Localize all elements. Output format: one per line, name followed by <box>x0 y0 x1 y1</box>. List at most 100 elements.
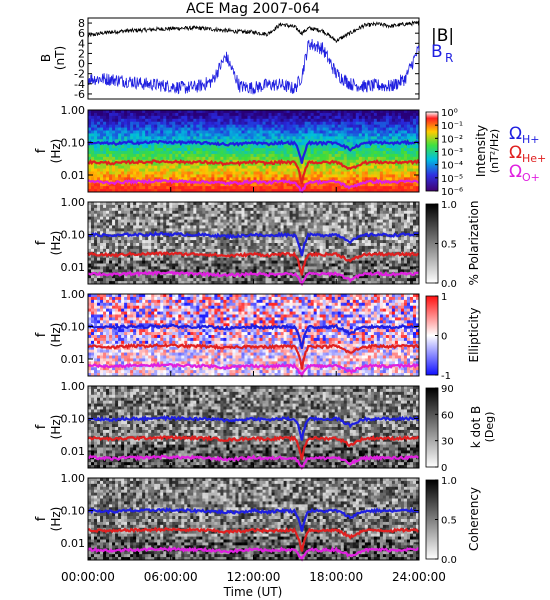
spectrogram-cell <box>367 112 372 117</box>
spectrogram-cell <box>274 225 278 229</box>
spectrogram-cell <box>274 275 278 279</box>
spectrogram-cell <box>409 124 414 128</box>
spectrogram-cell <box>253 219 257 223</box>
spectrogram-cell <box>187 177 191 181</box>
spectrogram-cell <box>280 202 284 206</box>
spectrogram-cell <box>151 110 155 114</box>
spectrogram-cell <box>352 171 357 175</box>
spectrogram-cell <box>127 115 131 120</box>
spectrogram-cell <box>148 174 152 178</box>
spectrogram-cell <box>133 204 137 209</box>
spectrogram-cell <box>193 136 197 140</box>
spectrogram-cell <box>166 225 170 229</box>
spectrogram-cell <box>103 183 107 187</box>
spectrogram-cell <box>223 156 227 161</box>
spectrogram-cell <box>172 216 176 220</box>
spectrogram-cell <box>343 156 348 161</box>
spectrogram-cell <box>166 171 170 175</box>
spectrogram-cell <box>250 231 254 235</box>
spectrogram-cell <box>322 130 327 134</box>
spectrogram-cell <box>172 202 176 206</box>
spectrogram-cell <box>193 257 197 261</box>
spectrogram-cell <box>346 124 351 128</box>
spectrogram-cell <box>193 183 197 187</box>
spectrogram-cell <box>259 112 263 117</box>
spectrogram-cell <box>169 174 173 178</box>
spectrogram-cell <box>118 171 122 175</box>
spectrogram-cell <box>367 186 372 190</box>
spectrogram-cell <box>169 162 173 167</box>
spectrogram-cell <box>133 245 137 250</box>
spectrogram-cell <box>226 127 230 131</box>
spectrogram-cell <box>286 136 291 140</box>
spectrogram-cell <box>235 139 239 143</box>
spectrogram-cell <box>352 168 357 172</box>
spectrogram-cell <box>145 112 149 117</box>
spectrogram-cell <box>292 127 297 131</box>
spectrogram-cell <box>217 251 221 256</box>
spectrogram-cell <box>118 124 122 128</box>
spectrogram-cell <box>253 156 257 161</box>
spectrogram-cell <box>106 216 110 220</box>
spectrogram-cell <box>91 189 95 193</box>
spectrogram-cell <box>205 130 209 134</box>
spectrogram-cell <box>232 186 236 190</box>
spectrogram-cell <box>199 225 203 229</box>
spectrogram-cell <box>370 171 375 175</box>
spectrogram-cell <box>241 260 245 264</box>
spectrogram-cell <box>178 248 182 253</box>
spectrogram-cell <box>199 145 203 149</box>
spectrogram-cell <box>349 159 354 164</box>
spectrogram-cell <box>244 189 248 193</box>
spectrogram-cell <box>226 210 230 215</box>
spectrogram-cell <box>214 165 218 169</box>
spectrogram-cell <box>364 112 369 117</box>
spectrogram-cell <box>304 130 309 134</box>
spectrogram-cell <box>145 145 149 149</box>
spectrogram-cell <box>109 275 113 279</box>
spectrogram-cell <box>289 130 294 134</box>
spectrogram-cell <box>124 234 128 238</box>
spectrogram-cell <box>145 168 149 172</box>
spectrogram-cell <box>409 156 414 161</box>
spectrogram-cell <box>277 269 281 273</box>
spectrogram-cell <box>142 216 146 220</box>
spectrogram-cell <box>220 110 224 114</box>
spectrogram-cell <box>358 174 363 178</box>
spectrogram-cell <box>136 124 140 128</box>
spectrogram-cell <box>394 148 399 152</box>
spectrogram-cell <box>238 260 242 264</box>
spectrogram-cell <box>115 153 119 158</box>
spectrogram-cell <box>349 177 354 181</box>
spectrogram-cell <box>394 183 399 187</box>
spectrogram-cell <box>304 189 309 193</box>
spectrogram-cell <box>238 151 242 155</box>
spectrogram-cell <box>142 124 146 128</box>
spectrogram-cell <box>133 174 137 178</box>
spectrogram-cell <box>307 148 312 152</box>
spectrogram-cell <box>124 243 128 247</box>
spectrogram-cell <box>376 115 381 120</box>
spectrogram-cell <box>196 254 200 259</box>
spectrogram-cell <box>163 174 167 178</box>
spectrogram-cell <box>193 269 197 273</box>
spectrogram-cell <box>361 177 366 181</box>
spectrogram-cell <box>154 213 158 218</box>
spectrogram-cell <box>229 189 233 193</box>
spectrogram-cell <box>331 162 336 167</box>
spectrogram-cell <box>247 133 251 137</box>
spectrogram-cell <box>154 202 158 206</box>
spectrogram-cell <box>406 133 411 137</box>
spectrogram-cell <box>208 231 212 235</box>
spectrogram-cell <box>400 151 405 155</box>
spectrogram-cell <box>88 207 92 212</box>
spectrogram-cell <box>118 225 122 229</box>
spectrogram-cell <box>262 165 266 169</box>
spectrogram-cell <box>175 219 179 223</box>
spectrogram-cell <box>166 245 170 250</box>
spectrogram-cell <box>406 112 411 117</box>
spectrogram-cell <box>226 183 230 187</box>
spectrogram-cell <box>130 124 134 128</box>
spectrogram-cell <box>361 168 366 172</box>
spectrogram-cell <box>283 225 287 229</box>
